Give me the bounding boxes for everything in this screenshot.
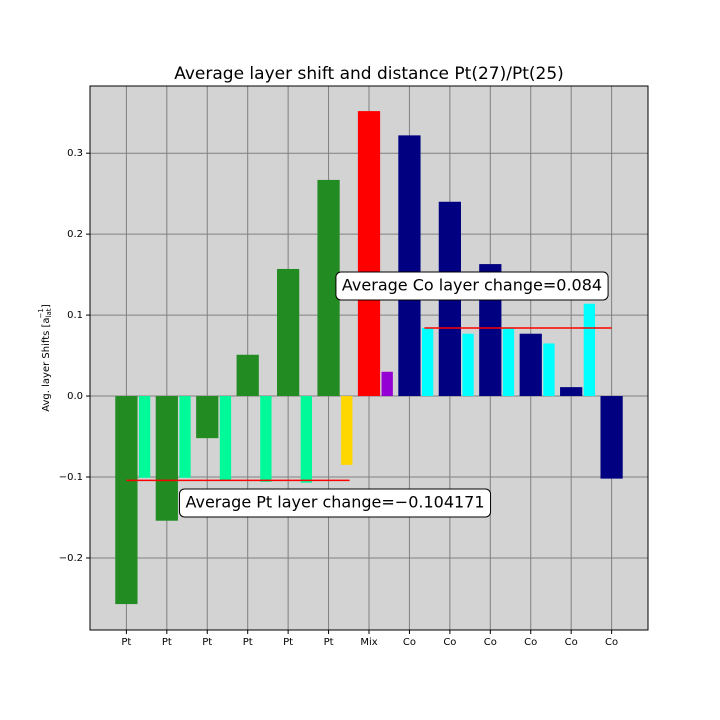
x-tick-label: Co <box>524 637 537 648</box>
bar <box>260 396 272 482</box>
plot-frame <box>89 85 649 631</box>
y-tick-label: 0.0 <box>67 391 83 402</box>
bar <box>398 135 421 397</box>
y-tick-label: −0.1 <box>59 472 83 483</box>
x-tick-label: Co <box>484 637 497 648</box>
bar <box>357 111 381 397</box>
bar <box>600 396 623 479</box>
bar <box>277 268 300 397</box>
bar <box>300 396 312 483</box>
annotation-box <box>335 271 609 301</box>
bar <box>219 396 232 481</box>
bar <box>179 396 191 478</box>
annotation: Average Co layer change=0.084 <box>335 271 609 301</box>
y-tick-label: 0.2 <box>67 229 83 240</box>
x-tick-label: Co <box>443 637 456 648</box>
bar <box>317 179 340 397</box>
y-axis-label: Avg. layer Shifts [alat−1] <box>37 304 53 412</box>
y-label-sub: lat <box>45 308 53 317</box>
y-tick-label: 0.1 <box>67 310 83 321</box>
annotation-text: Average Pt layer change=−0.104171 <box>185 493 484 512</box>
x-tick-label: Pt <box>243 637 253 648</box>
bar <box>519 333 542 397</box>
bar <box>341 396 353 465</box>
annotation: Average Pt layer change=−0.104171 <box>178 488 492 518</box>
x-tick-label: Pt <box>324 637 334 648</box>
y-label-text: Avg. layer Shifts [a <box>41 317 52 411</box>
bar <box>560 387 583 397</box>
bar <box>138 396 151 478</box>
bar <box>155 396 178 521</box>
bar <box>502 328 515 397</box>
annotation-text: Average Co layer change=0.084 <box>342 276 602 295</box>
bar <box>115 396 138 605</box>
x-tick-label: Co <box>605 637 618 648</box>
bar <box>196 396 219 439</box>
x-tick-label: Co <box>565 637 578 648</box>
y-label-sup: −1 <box>37 308 45 318</box>
x-tick-label: Pt <box>121 637 131 648</box>
x-tick-label: Pt <box>162 637 172 648</box>
bar <box>236 354 259 397</box>
x-tick-label: Mix <box>360 637 377 648</box>
y-tick-label: 0.3 <box>67 148 83 159</box>
x-tick-label: Pt <box>283 637 293 648</box>
bar <box>421 328 434 397</box>
y-tick-label: −0.2 <box>59 553 83 564</box>
bar <box>462 333 474 397</box>
y-label-close: ] <box>41 304 52 308</box>
x-tick-label: Pt <box>202 637 212 648</box>
bar <box>543 343 555 397</box>
bar <box>381 371 393 397</box>
x-tick-label: Co <box>403 637 416 648</box>
annotation-box <box>178 488 492 518</box>
bar <box>583 303 596 397</box>
chart-title: Average layer shift and distance Pt(27)/… <box>174 64 564 84</box>
